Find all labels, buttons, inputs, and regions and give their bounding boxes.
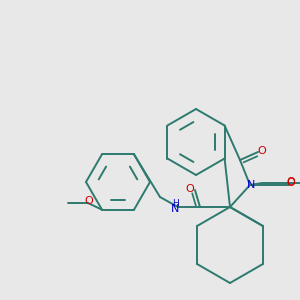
Text: O: O	[257, 146, 266, 155]
Text: O: O	[286, 178, 295, 188]
Text: O: O	[84, 196, 93, 206]
Text: N: N	[247, 180, 256, 190]
Text: O: O	[185, 184, 194, 194]
Text: H: H	[172, 199, 178, 208]
Text: O: O	[286, 177, 295, 187]
Text: N: N	[171, 203, 179, 214]
